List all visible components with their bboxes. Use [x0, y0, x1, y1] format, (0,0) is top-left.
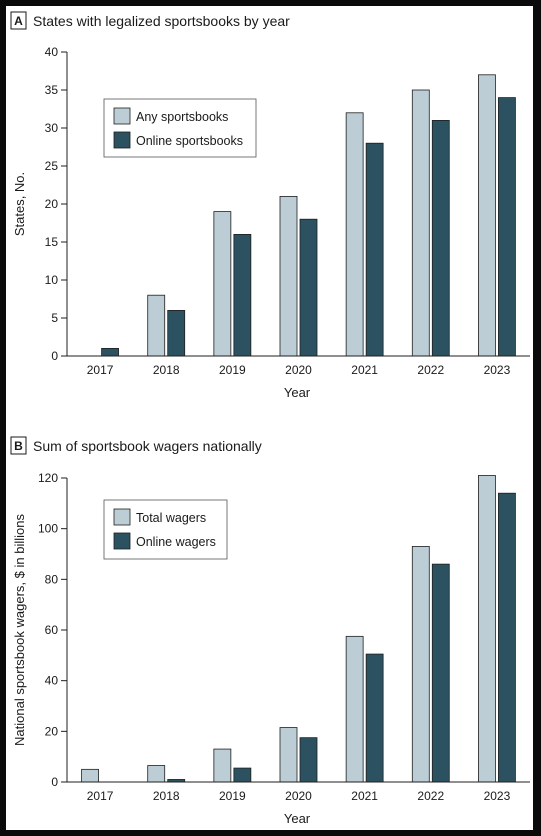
panel-b: B Sum of sportsbook wagers nationally Na… [10, 436, 530, 826]
panel-a-bar-light-2019 [213, 211, 232, 357]
panel-a-y-tick-label: 20 [45, 197, 59, 211]
panel-a-bar-light-2022 [411, 89, 430, 357]
panel-a-bar-dark-2023 [498, 97, 516, 357]
panel-a-letter: A [14, 14, 23, 28]
panel-b-x-tick-label: 2019 [219, 789, 246, 803]
panel-b-y-tick-label: 40 [45, 674, 59, 688]
panel-b-y-tick-label: 100 [38, 522, 58, 536]
panel-a-y-tick-label: 0 [51, 349, 58, 363]
panel-b-x-tick-label: 2017 [87, 789, 114, 803]
panel-a-title: States with legalized sportsbooks by yea… [33, 13, 290, 29]
panel-a-y-axis-title: States, No. [12, 172, 27, 236]
panel-a-y-tick-label: 35 [45, 83, 59, 97]
panel-a-bar-light-2023 [478, 74, 496, 357]
panel-b-y-tick-label: 20 [45, 724, 59, 738]
panel-b-x-tick-label: 2021 [351, 789, 378, 803]
panel-a-legend-label: Any sportsbooks [136, 110, 228, 124]
panel-a-x-axis-title: Year [284, 385, 311, 400]
panel-b-y-tick-label: 60 [45, 623, 59, 637]
panel-b-letter-box [10, 436, 27, 455]
panel-b-axes [66, 478, 530, 783]
panel-a-bar-dark-2017 [101, 347, 119, 357]
panel-b-x-ticks: 2017 2018 2019 2020 2021 2022 2023 [87, 789, 511, 803]
panel-a-letter-box [10, 11, 27, 30]
panel-a-bars [101, 74, 516, 357]
panel-a-bar-light-2020 [279, 195, 298, 357]
panel-a-x-tick-label: 2019 [219, 363, 246, 377]
panel-a-legend-swatch [113, 107, 131, 125]
panel-b-bar-light-2018 [147, 765, 166, 783]
panel-a-x-tick-label: 2022 [417, 363, 444, 377]
panel-a-x-tick-label: 2020 [285, 363, 312, 377]
panel-b-bar-dark-2020 [299, 737, 318, 783]
panel-b-bar-light-2017 [81, 768, 99, 783]
panel-b-bar-light-2019 [213, 748, 232, 783]
panel-a-bar-light-2021 [345, 112, 364, 357]
panel-b-legend-swatch [113, 532, 131, 550]
panel-a-y-tick-label: 5 [51, 311, 58, 325]
panel-a-axes [66, 52, 530, 357]
panel-a: A States with legalized sportsbooks by y… [10, 11, 530, 400]
panel-a-bar-dark-2020 [299, 218, 318, 357]
panel-b-x-axis-title: Year [284, 811, 311, 826]
panel-a-y-ticks: 0 5 10 15 20 25 30 35 40 [45, 45, 67, 363]
panel-b-bars [81, 475, 516, 783]
panel-a-legend-label: Online sportsbooks [136, 134, 243, 148]
panel-a-bar-dark-2019 [233, 233, 252, 357]
panel-b-y-tick-label: 120 [38, 471, 58, 485]
panel-b-y-tick-label: 0 [51, 775, 58, 789]
panel-a-y-tick-label: 40 [45, 45, 59, 59]
panel-a-x-tick-label: 2023 [484, 363, 511, 377]
panel-a-y-tick-label: 25 [45, 159, 59, 173]
panel-b-legend: Total wagers Online wagers [103, 499, 228, 560]
panel-b-bar-dark-2019 [233, 767, 252, 783]
panel-a-x-ticks: 2017 2018 2019 2020 2021 2022 2023 [87, 363, 511, 377]
panel-a-bar-dark-2018 [167, 309, 186, 357]
panel-a-x-tick-label: 2017 [87, 363, 114, 377]
panel-a-bar-light-2018 [147, 294, 166, 357]
panel-b-bar-light-2020 [279, 727, 298, 783]
panel-b-bar-dark-2022 [431, 563, 450, 783]
panel-a-legend: Any sportsbooks Online sportsbooks [103, 98, 257, 158]
panel-b-legend-label: Total wagers [136, 511, 206, 525]
panel-a-y-tick-label: 15 [45, 235, 59, 249]
panel-b-x-tick-label: 2022 [417, 789, 444, 803]
panel-b-legend-swatch [113, 508, 131, 526]
panel-b-bar-dark-2021 [365, 653, 384, 783]
panel-b-bar-light-2023 [478, 475, 496, 783]
panel-b-x-tick-label: 2023 [484, 789, 511, 803]
panel-b-legend-label: Online wagers [136, 535, 216, 549]
panel-a-x-tick-label: 2021 [351, 363, 378, 377]
panel-b-x-tick-label: 2018 [153, 789, 180, 803]
panel-b-bar-light-2022 [411, 546, 430, 783]
panel-b-bar-dark-2023 [498, 492, 516, 783]
panel-b-title: Sum of sportsbook wagers nationally [33, 438, 262, 454]
panel-a-x-tick-label: 2018 [153, 363, 180, 377]
panel-a-bar-dark-2021 [365, 142, 384, 357]
panel-b-bar-light-2021 [345, 635, 364, 783]
panel-b-y-axis-title: National sportsbook wagers, $ in billion… [12, 514, 27, 746]
panel-b-letter: B [14, 439, 23, 453]
panel-a-bar-dark-2022 [431, 120, 450, 357]
panel-a-legend-swatch [113, 131, 131, 149]
panel-b-x-tick-label: 2020 [285, 789, 312, 803]
panel-b-y-ticks: 0 20 40 60 80 100 120 [38, 471, 67, 789]
panel-b-y-tick-label: 80 [45, 572, 59, 586]
panel-a-y-tick-label: 30 [45, 121, 59, 135]
panel-a-y-tick-label: 10 [45, 273, 59, 287]
